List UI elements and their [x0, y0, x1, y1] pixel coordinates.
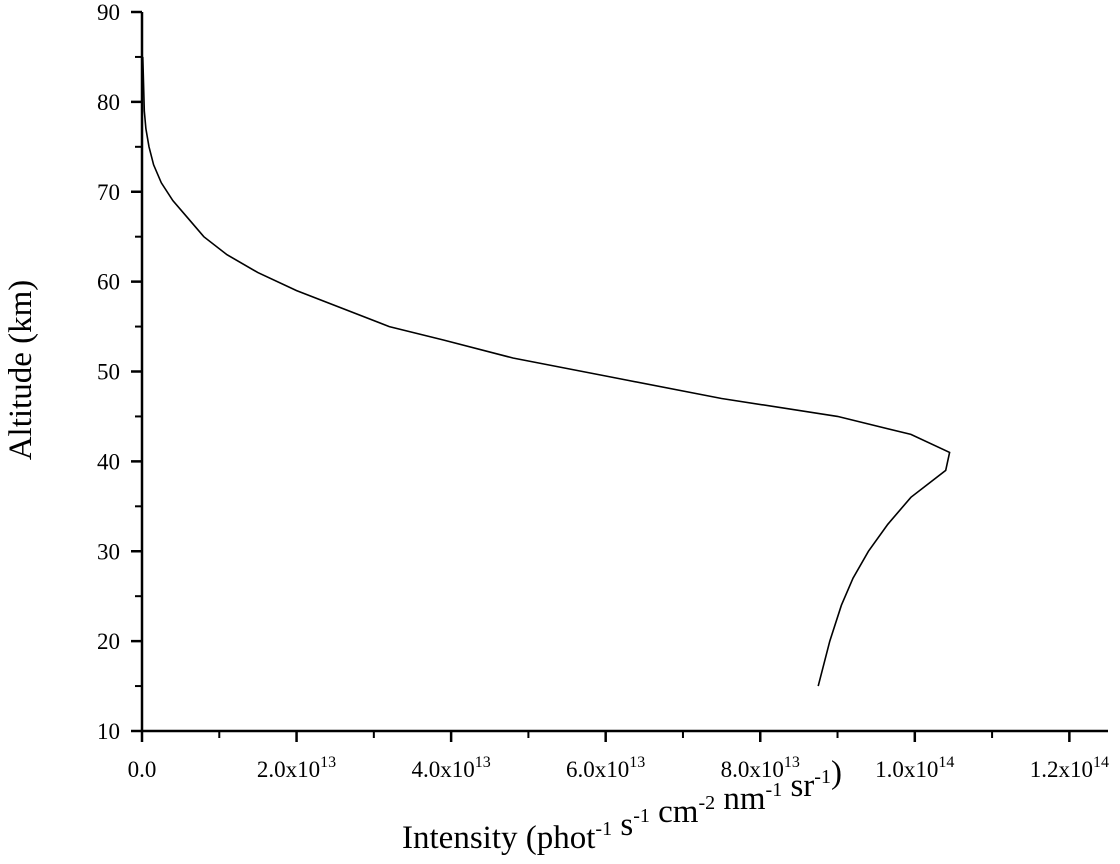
y-tick-label: 50	[97, 360, 120, 385]
y-tick-label: 90	[97, 0, 120, 25]
x-tick-label: 1.0x1014	[875, 754, 954, 782]
x-axis-ticks: 0.0 2.0x1013 4.0x1013 6.0x1013 8.0x1013 1.0x1…	[128, 731, 1109, 782]
y-tick-label: 70	[97, 180, 120, 205]
axes	[140, 12, 1108, 733]
y-tick-label: 30	[97, 539, 120, 564]
y-tick-label: 60	[97, 270, 120, 295]
y-tick-label: 80	[97, 90, 120, 115]
x-tick-label: 2.0x1013	[257, 754, 336, 782]
series-line	[142, 56, 951, 687]
x-axis-title: Intensity (phot-1 s-1 cm-2 nm-1 sr-1)	[402, 755, 842, 856]
series-group	[142, 56, 951, 687]
y-tick-label: 20	[97, 629, 120, 654]
x-tick-label: 8.0x1013	[721, 754, 800, 782]
x-tick-label: 0.0	[128, 757, 157, 782]
x-tick-label: 6.0x1013	[566, 754, 645, 782]
x-tick-label: 4.0x1013	[411, 754, 490, 782]
x-tick-label: 1.2x1014	[1030, 754, 1109, 782]
y-tick-label: 40	[97, 449, 120, 474]
y-axis-title: Altitude (km)	[3, 280, 39, 461]
y-axis-ticks: 10 20 30 40 50 60 70 80 90	[97, 0, 142, 744]
y-tick-label: 10	[97, 719, 120, 744]
